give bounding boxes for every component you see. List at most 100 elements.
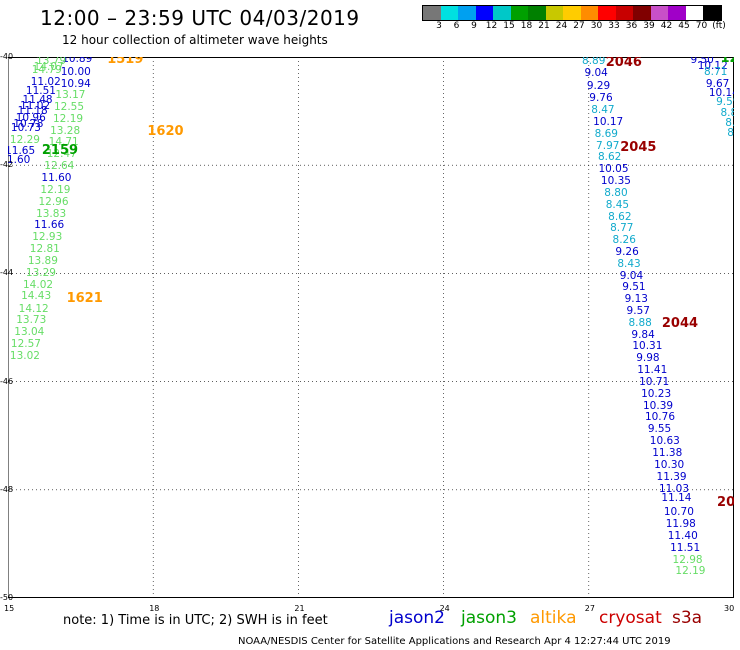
wave-height-value: 10.31 [632,340,663,353]
wave-height-value: 10.35 [600,174,631,187]
latitude-label: -50 [0,593,14,602]
wave-height-value: 9.51 [622,281,646,294]
wave-height-value: 12.96 [38,195,69,208]
wave-height-value: 10.00 [60,65,91,78]
note-text: note: 1) Time is in UTC; 2) SWH is in fe… [63,613,328,628]
color-scale-label: 15 [503,21,515,31]
color-scale-label: 24 [555,21,568,31]
wave-height-value: 9.76 [589,92,613,105]
color-scale-label: 6 [453,21,460,31]
wave-height-value: 11.98 [665,517,696,530]
pass-time-label: 1621 [66,290,103,306]
wave-height-value: 10.05 [598,162,629,175]
pass-time-label: 2045 [620,139,657,155]
wave-height-value: 12.57 [10,338,41,351]
wave-height-value: 13.02 [9,349,40,362]
wave-height-value: 8.45 [605,198,630,211]
legend-cryosat: cryosat [599,608,662,628]
wave-height-value: 9.98 [636,352,660,365]
grid-lines [8,57,734,598]
wave-height-value: 8.62 [608,210,632,223]
wave-height-value: 10.63 [649,435,680,448]
wave-height-value: 8.69 [594,127,618,140]
color-swatch [493,6,511,20]
wave-height-value: 11.51 [25,85,56,98]
pass-time-label: 120 [720,57,734,67]
wave-height-value: 10.71 [639,376,670,389]
color-swatch [633,6,651,20]
pass-time-label: 2159 [41,143,79,159]
wave-height-value: 9.67 [705,77,730,90]
wave-height-value: 8.77 [610,221,634,234]
color-swatch [545,6,563,20]
legend-s3a: s3a [672,608,703,628]
wave-height-value: 8.43 [617,257,641,270]
wave-height-value: 8. [725,117,734,129]
pass-time-label: 1620 [147,123,184,139]
color-swatch [510,6,528,20]
wave-height-value: 9.04 [619,269,644,282]
color-swatch [475,6,493,20]
wave-height-value: 13.29 [25,266,56,279]
wave-height-value: 11.65 [8,144,36,157]
color-swatch [703,6,721,20]
wave-height-value: 13.79 [36,57,67,68]
wave-height-value: 10.89 [62,57,93,66]
latitude-label: -46 [0,376,14,386]
longitude-label: 24 [439,604,450,613]
color-swatch [563,6,581,20]
wave-height-value: 11.18 [17,105,48,118]
wave-height-value: 10.30 [654,458,685,471]
wave-height-value: 10.70 [663,505,694,518]
wave-height-value: 10.76 [644,411,675,424]
color-swatch [528,6,546,20]
wave-height-value: 11.38 [652,447,683,459]
wave-height-value: 12.55 [53,100,85,113]
wave-height-value: 8.62 [597,151,622,164]
wave-height-value: 12.19 [675,565,706,578]
wave-height-value: 11.03 [658,482,690,495]
wave-height-value: 8.80 [604,186,628,199]
wave-height-value: 12.93 [32,231,63,244]
wave-height-value: 9.84 [631,328,655,341]
wave-height-value: 14.12 [18,302,49,315]
wave-height-value: 12.64 [44,160,75,173]
wave-height-value: 12.47 [46,148,77,161]
wave-height-value: 12.29 [9,133,40,146]
wave-height-value: 11.14 [661,491,692,504]
wave-height-value: 9.50 [690,57,714,67]
latitude-label: -48 [0,484,14,494]
color-scale-label: 18 [520,21,533,31]
wave-height-value: 10.78 [13,118,44,131]
wave-height-value: 14.71 [48,136,79,149]
color-swatch [598,6,616,20]
wave-height-value: 12.19 [53,112,84,125]
longitude-label: 27 [584,604,595,613]
wave-height-value: 11.60 [41,172,72,185]
color-scale-labels: 3 6 9 12 15 18 21 24 27 30 33 36 39 42 45 70 (ft) [422,21,740,33]
longitude-label: 30 [724,604,735,613]
wave-height-value: 13.73 [16,314,47,327]
wave-height-value: 11.39 [656,470,687,483]
wave-height-value: 7.97 [596,139,620,152]
page-subtitle: 12 hour collection of altimeter wave hei… [62,33,328,47]
wave-height-value: 8.26 [612,233,636,246]
legend-altika: altika [530,608,577,628]
map-area[interactable]: 10.89 10.00 10.94 13.17 12.55 12.19 13.28 14.71… [8,57,734,598]
color-swatch [685,6,703,20]
wave-height-value: 10.39 [643,399,674,412]
wave-height-value: 8 [727,126,734,139]
longitude-label: 18 [149,604,160,613]
wave-height-value: 13.17 [55,89,86,102]
pass-time-label: 2044 [661,316,699,332]
wave-height-value: 11.66 [34,219,65,232]
color-scale-label: (ft) [712,21,726,31]
wave-height-value: 12.19 [40,184,71,197]
wave-height-value: 8.71 [703,66,728,79]
color-scale-label: 36 [625,21,638,31]
wave-height-value: 13.28 [50,124,81,137]
color-scale-label: 45 [678,21,690,31]
wave-height-value: 11.60 [8,154,31,167]
wave-height-value: 9.29 [586,79,611,92]
color-swatch [650,6,668,20]
